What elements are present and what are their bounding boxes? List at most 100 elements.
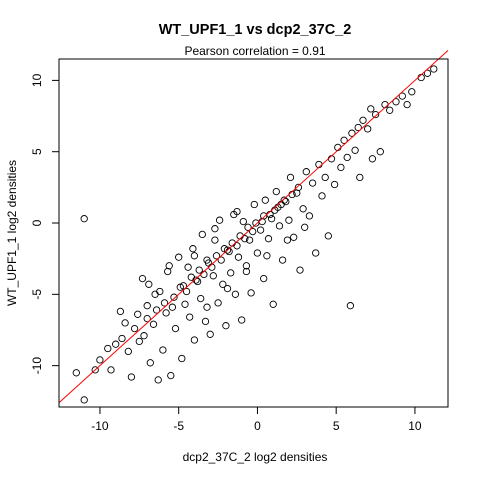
- data-point: [182, 287, 191, 296]
- data-point: [118, 334, 126, 343]
- data-point: [162, 309, 170, 317]
- data-point: [107, 366, 115, 374]
- data-point: [146, 359, 154, 367]
- data-point: [367, 105, 375, 113]
- data-point: [278, 256, 287, 264]
- data-point: [269, 300, 277, 308]
- data-point: [286, 173, 295, 182]
- data-point: [175, 253, 183, 261]
- data-point: [80, 396, 88, 404]
- data-point: [267, 215, 276, 223]
- data-point: [116, 307, 125, 316]
- data-point: [250, 200, 258, 209]
- data-point: [245, 236, 254, 244]
- data-point: [223, 284, 232, 293]
- data-point: [312, 249, 320, 257]
- data-point: [211, 236, 219, 244]
- x-axis-label: dcp2_37C_2 log2 densities: [183, 450, 328, 464]
- data-point: [201, 317, 210, 326]
- data-point: [112, 340, 120, 348]
- data-point: [178, 354, 186, 363]
- data-point: [376, 148, 384, 156]
- data-point: [170, 293, 178, 301]
- x-tick-label: -10: [91, 419, 109, 433]
- data-point: [149, 320, 158, 328]
- data-point: [96, 356, 104, 364]
- data-point: [190, 252, 199, 260]
- data-point: [249, 227, 257, 236]
- data-point: [392, 98, 400, 106]
- data-point: [179, 282, 188, 290]
- data-point: [260, 274, 268, 283]
- data-point: [152, 306, 161, 314]
- data-point: [283, 236, 292, 244]
- data-point: [340, 136, 348, 144]
- data-point: [348, 129, 356, 137]
- y-tick-label: 5: [30, 148, 44, 155]
- y-tick-label: 10: [30, 73, 44, 87]
- data-point: [260, 212, 268, 220]
- data-point: [186, 313, 194, 321]
- plot-area-frame: [58, 58, 449, 408]
- data-point: [321, 173, 329, 182]
- data-point: [239, 217, 247, 226]
- data-point: [368, 155, 377, 163]
- chart-title: WT_UPF1_1 vs dcp2_37C_2: [159, 22, 352, 38]
- x-tick-label: 5: [333, 419, 340, 433]
- data-point: [121, 319, 129, 327]
- data-point: [151, 290, 159, 298]
- data-point: [167, 371, 175, 380]
- data-point: [134, 310, 142, 318]
- data-point: [275, 222, 284, 230]
- data-point: [247, 289, 255, 297]
- data-point: [168, 303, 177, 311]
- data-point: [238, 316, 246, 324]
- chart-subtitle: Pearson correlation = 0.91: [184, 44, 325, 58]
- data-point: [204, 259, 213, 267]
- data-point: [343, 153, 351, 162]
- y-axis-label: WT_UPF1_1 log2 densities: [5, 160, 19, 306]
- data-point: [354, 123, 362, 132]
- data-point: [140, 332, 148, 340]
- x-tick-label: -5: [173, 419, 184, 433]
- data-point: [156, 287, 164, 296]
- data-point: [104, 344, 112, 353]
- data-point: [130, 324, 139, 333]
- data-point: [423, 69, 432, 77]
- data-point: [193, 277, 202, 286]
- data-point: [209, 272, 217, 280]
- data-point: [154, 376, 162, 384]
- data-point: [190, 336, 199, 344]
- data-point: [359, 116, 367, 124]
- y-tick-label: -10: [30, 357, 44, 375]
- data-point: [398, 92, 406, 100]
- data-point: [264, 235, 273, 243]
- data-point: [215, 216, 224, 224]
- reference-line: [58, 50, 449, 404]
- data-point: [234, 253, 243, 261]
- points-layer: [72, 65, 438, 404]
- data-point: [211, 225, 219, 233]
- data-point: [244, 223, 252, 231]
- data-point: [138, 274, 147, 283]
- data-point: [371, 110, 380, 119]
- data-point: [145, 280, 153, 288]
- data-point: [171, 324, 180, 333]
- data-point: [143, 314, 151, 323]
- data-point: [233, 207, 241, 216]
- data-point: [80, 215, 88, 223]
- data-point: [203, 303, 211, 311]
- data-point: [160, 299, 169, 307]
- data-point: [299, 205, 307, 213]
- data-point: [252, 219, 260, 227]
- data-point: [227, 269, 235, 277]
- data-point: [356, 173, 364, 182]
- data-point: [219, 280, 227, 288]
- data-point: [296, 266, 304, 274]
- data-point: [206, 330, 214, 338]
- data-point: [408, 88, 416, 96]
- data-point: [127, 373, 136, 381]
- data-point: [217, 256, 225, 264]
- data-point: [263, 252, 271, 260]
